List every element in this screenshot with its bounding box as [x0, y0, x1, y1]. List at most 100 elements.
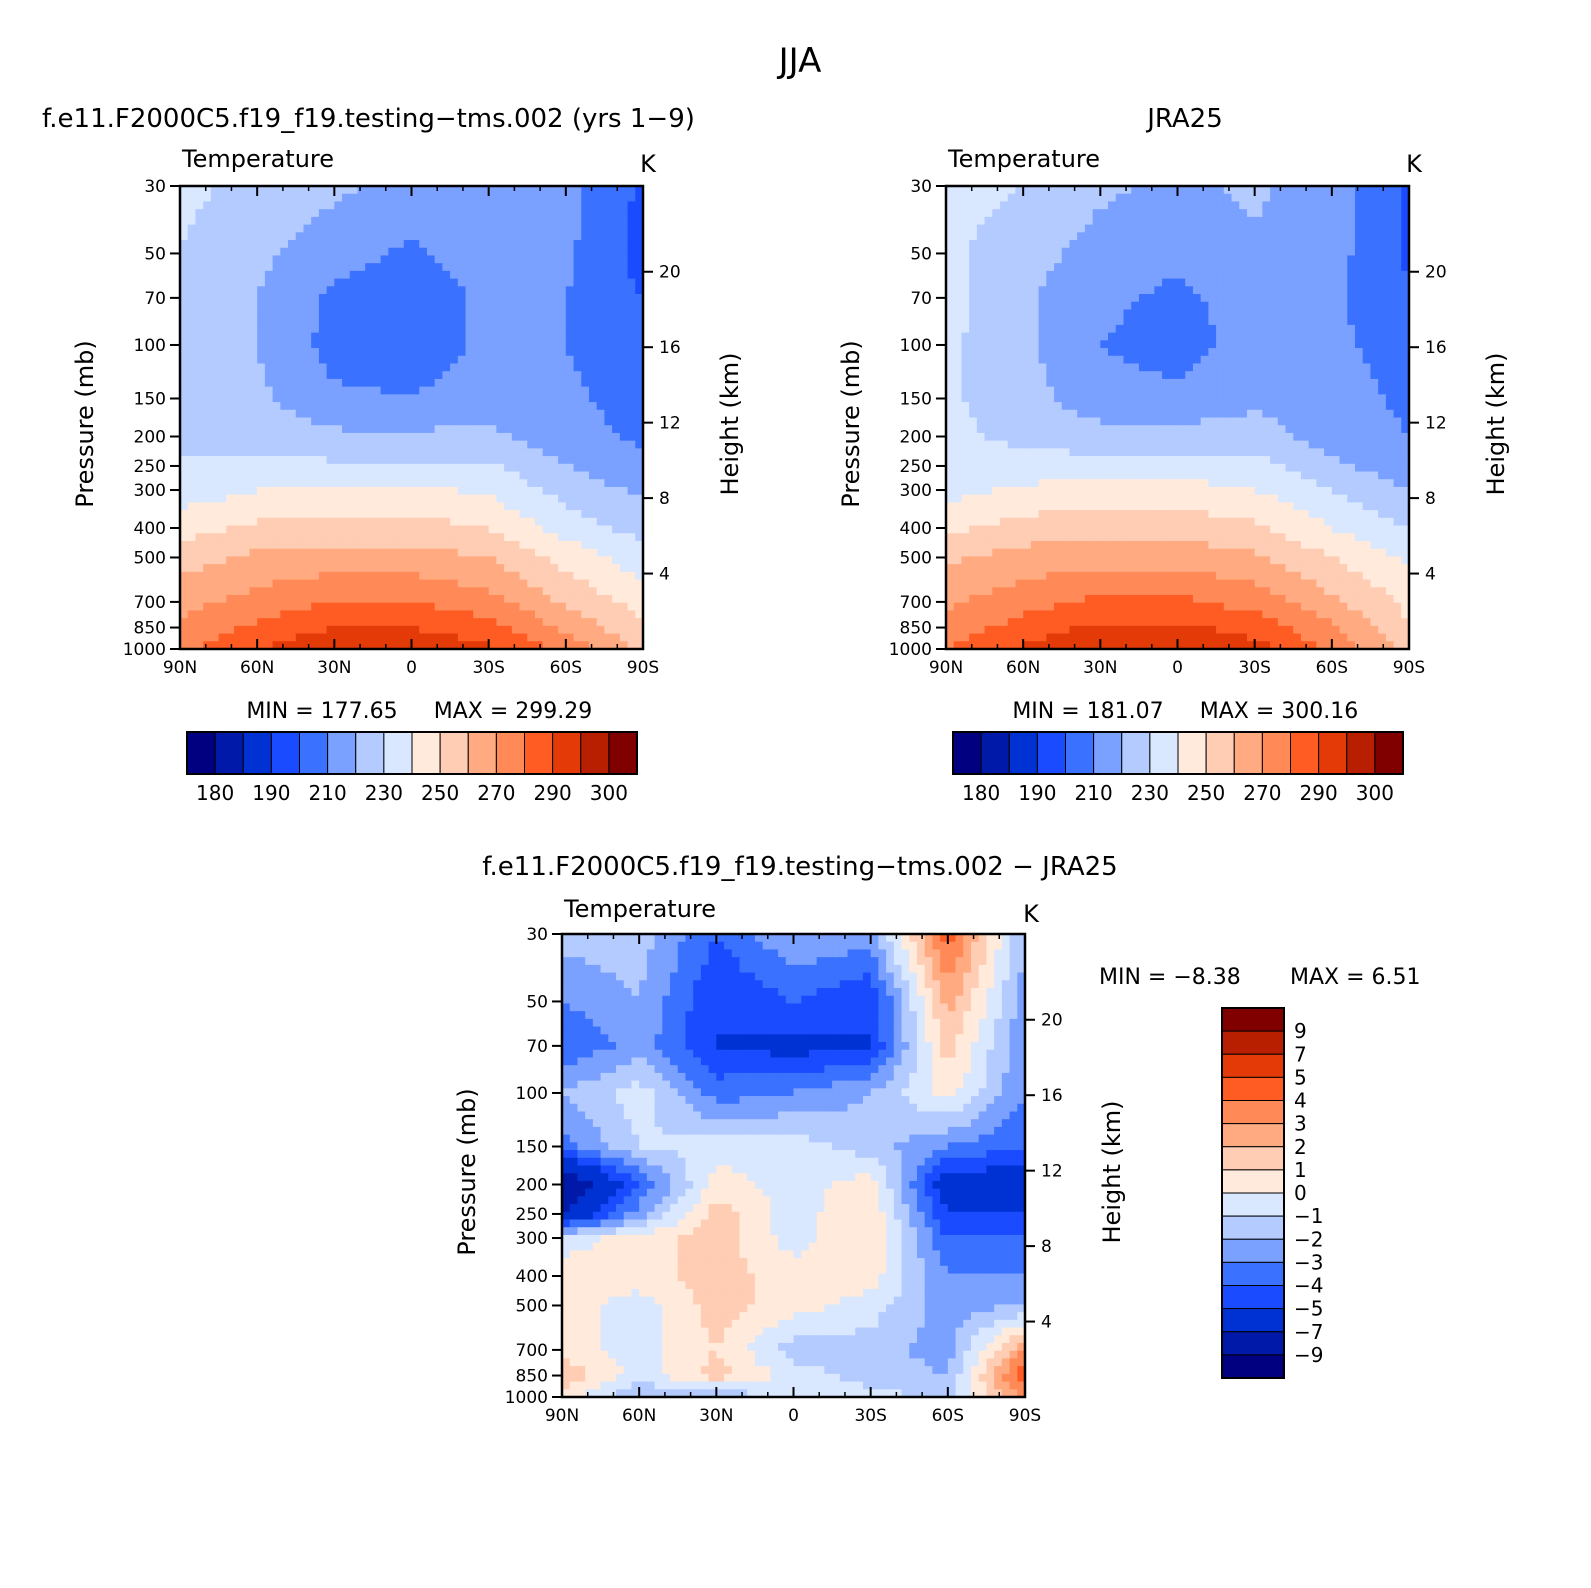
field-cell: [226, 232, 235, 241]
field-cell: [357, 602, 366, 612]
field-cell: [195, 209, 204, 218]
field-cell: [527, 579, 536, 588]
field-cell: [550, 409, 559, 419]
field-cell: [946, 186, 955, 195]
field-cell: [249, 463, 258, 473]
field-cell: [318, 216, 328, 226]
field-cell: [326, 618, 335, 627]
field-cell: [257, 317, 266, 326]
field-cell: [588, 216, 598, 226]
field-cell: [534, 432, 544, 442]
field-cell: [1254, 332, 1263, 341]
field-cell: [1246, 317, 1256, 326]
field-cell: [180, 548, 189, 557]
field-cell: [257, 432, 266, 442]
field-cell: [272, 294, 281, 303]
field-cell: [573, 610, 582, 619]
field-cell: [334, 641, 343, 650]
field-cell: [604, 510, 613, 519]
field-cell: [203, 533, 212, 542]
field-cell: [1347, 201, 1356, 210]
field-cell: [326, 517, 335, 527]
field-cell: [180, 432, 189, 442]
field-cell: [1277, 224, 1287, 233]
field-cell: [604, 564, 613, 573]
field-cell: [550, 494, 559, 503]
field-cell: [1038, 255, 1047, 264]
field-cell: [1069, 340, 1078, 349]
field-cell: [210, 641, 220, 650]
field-cell: [303, 216, 312, 226]
field-cell: [226, 301, 235, 311]
field-cell: [380, 548, 389, 557]
field-cell: [596, 510, 606, 519]
field-cell: [187, 278, 197, 287]
field-cell: [588, 386, 598, 395]
field-cell: [1108, 193, 1117, 203]
field-cell: [465, 510, 474, 519]
field-cell: [627, 486, 636, 496]
field-cell: [1393, 324, 1402, 334]
field-cell: [953, 193, 963, 203]
field-cell: [403, 340, 413, 349]
field-cell: [342, 378, 351, 388]
field-cell: [419, 270, 428, 280]
field-cell: [195, 494, 204, 503]
field-cell: [1401, 247, 1410, 257]
field-cell: [1246, 263, 1256, 272]
field-cell: [403, 510, 413, 519]
field-cell: [234, 378, 243, 388]
field-cell: [1154, 209, 1163, 218]
field-cell: [573, 486, 582, 496]
field-cell: [604, 432, 613, 442]
field-cell: [1370, 270, 1379, 280]
field-cell: [588, 471, 598, 480]
field-cell: [318, 309, 328, 318]
field-cell: [565, 209, 575, 218]
field-cell: [1084, 317, 1094, 326]
field-cell: [550, 525, 559, 534]
field-cell: [326, 548, 335, 557]
field-cell: [396, 548, 405, 557]
field-cell: [1324, 332, 1333, 341]
field-cell: [550, 641, 559, 650]
field-cell: [218, 224, 227, 233]
field-cell: [1324, 309, 1333, 318]
field-cell: [1308, 216, 1317, 226]
field-cell: [442, 378, 451, 388]
field-cell: [992, 247, 1001, 257]
field-cell: [318, 193, 328, 203]
field-cell: [635, 533, 644, 542]
field-cell: [434, 641, 443, 650]
field-cell: [1293, 309, 1302, 318]
field-cell: [1216, 193, 1225, 203]
field-cell: [442, 463, 451, 473]
field-cell: [419, 301, 428, 311]
field-cell: [403, 294, 413, 303]
field-cell: [372, 294, 382, 303]
field-cell: [558, 602, 567, 612]
field-cell: [550, 610, 559, 619]
field-cell: [326, 317, 335, 326]
field-cell: [365, 294, 374, 303]
field-cell: [318, 486, 328, 496]
field-cell: [519, 610, 528, 619]
field-cell: [604, 263, 613, 272]
field-cell: [534, 564, 544, 573]
field-cell: [226, 494, 235, 503]
field-cell: [596, 486, 606, 496]
field-cell: [342, 394, 351, 403]
field-cell: [1362, 324, 1372, 334]
field-cell: [992, 216, 1001, 226]
field-cell: [635, 402, 644, 411]
field-cell: [426, 301, 436, 311]
field-cell: [210, 270, 220, 280]
field-cell: [1115, 286, 1125, 295]
field-cell: [318, 525, 328, 534]
field-cell: [295, 317, 305, 326]
field-cell: [264, 494, 274, 503]
field-cell: [388, 486, 397, 496]
field-cell: [264, 602, 274, 612]
field-cell: [511, 548, 521, 557]
field-cell: [349, 633, 359, 642]
